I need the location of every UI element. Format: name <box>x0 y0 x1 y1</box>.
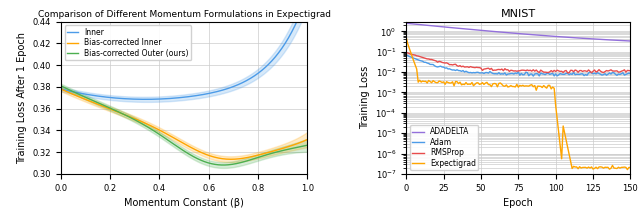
RMSProp <box>403 51 410 54</box>
Title: MNIST: MNIST <box>500 10 536 19</box>
Expectigrad <box>623 168 631 171</box>
Bias-corrected Inner <box>227 158 234 160</box>
Y-axis label: Training Loss: Training Loss <box>360 66 370 129</box>
Title: Comparison of Different Momentum Formulations in Expectigrad: Comparison of Different Momentum Formula… <box>38 10 331 19</box>
ADADELTA <box>403 22 410 25</box>
ADADELTA <box>482 29 490 32</box>
Bias-corrected Inner <box>266 151 273 153</box>
Legend: Inner, Bias-corrected Inner, Bias-corrected Outer (ours): Inner, Bias-corrected Inner, Bias-correc… <box>65 25 191 60</box>
Bias-corrected Outer (ours) <box>220 164 227 166</box>
RMSProp <box>623 69 631 72</box>
Bias-corrected Outer (ours) <box>281 149 289 151</box>
Bias-corrected Inner <box>303 138 311 141</box>
Bias-corrected Outer (ours) <box>208 162 216 165</box>
Expectigrad <box>559 125 567 127</box>
ADADELTA <box>627 40 634 42</box>
Line: ADADELTA: ADADELTA <box>406 23 630 41</box>
RMSProp <box>627 69 634 72</box>
ADADELTA <box>511 32 519 35</box>
RMSProp <box>538 70 546 73</box>
Expectigrad <box>545 84 552 87</box>
Bias-corrected Outer (ours) <box>57 84 65 87</box>
Inner <box>58 88 65 91</box>
Bias-corrected Inner <box>203 153 211 156</box>
Bias-corrected Inner <box>58 88 65 91</box>
Adam <box>482 71 490 74</box>
Inner <box>142 98 150 101</box>
X-axis label: Momentum Constant (β): Momentum Constant (β) <box>124 198 244 208</box>
Bias-corrected Outer (ours) <box>58 85 65 87</box>
Line: Expectigrad: Expectigrad <box>406 37 630 170</box>
Adam <box>511 72 519 74</box>
Expectigrad <box>482 82 490 84</box>
Line: Bias-corrected Inner: Bias-corrected Inner <box>61 89 307 159</box>
Line: Adam: Adam <box>406 55 630 76</box>
RMSProp <box>564 71 572 74</box>
Adam <box>627 72 634 75</box>
RMSProp <box>545 71 552 74</box>
Bias-corrected Inner <box>208 155 216 158</box>
Adam <box>561 73 568 76</box>
Line: Bias-corrected Outer (ours): Bias-corrected Outer (ours) <box>61 86 307 165</box>
RMSProp <box>482 68 490 70</box>
ADADELTA <box>559 36 567 38</box>
Expectigrad <box>511 86 519 88</box>
Adam <box>403 54 410 56</box>
Inner <box>205 92 212 95</box>
RMSProp <box>511 70 519 72</box>
Bias-corrected Outer (ours) <box>204 161 211 164</box>
Bias-corrected Inner <box>204 154 211 156</box>
Bias-corrected Outer (ours) <box>203 161 211 164</box>
Line: RMSProp: RMSProp <box>406 52 630 73</box>
Legend: ADADELTA, Adam, RMSProp, Expectigrad: ADADELTA, Adam, RMSProp, Expectigrad <box>410 125 478 170</box>
ADADELTA <box>545 35 552 37</box>
Adam <box>540 73 548 75</box>
Expectigrad <box>622 166 630 169</box>
Inner <box>266 62 273 65</box>
Y-axis label: Training Loss After 1 Epoch: Training Loss After 1 Epoch <box>17 32 27 164</box>
Expectigrad <box>627 166 634 169</box>
Expectigrad <box>403 36 410 39</box>
ADADELTA <box>622 40 630 42</box>
Bias-corrected Inner <box>281 146 289 149</box>
Bias-corrected Outer (ours) <box>266 153 273 155</box>
Inner <box>209 91 216 94</box>
Bias-corrected Outer (ours) <box>303 144 311 146</box>
RMSProp <box>559 71 567 74</box>
Adam <box>623 72 631 75</box>
Line: Inner: Inner <box>61 0 307 99</box>
Adam <box>529 75 537 77</box>
Adam <box>546 73 554 76</box>
X-axis label: Epoch: Epoch <box>504 198 533 208</box>
Inner <box>281 42 289 45</box>
Expectigrad <box>538 86 546 89</box>
Inner <box>57 88 65 90</box>
Bias-corrected Inner <box>57 88 65 90</box>
Inner <box>204 92 211 95</box>
ADADELTA <box>538 34 546 37</box>
